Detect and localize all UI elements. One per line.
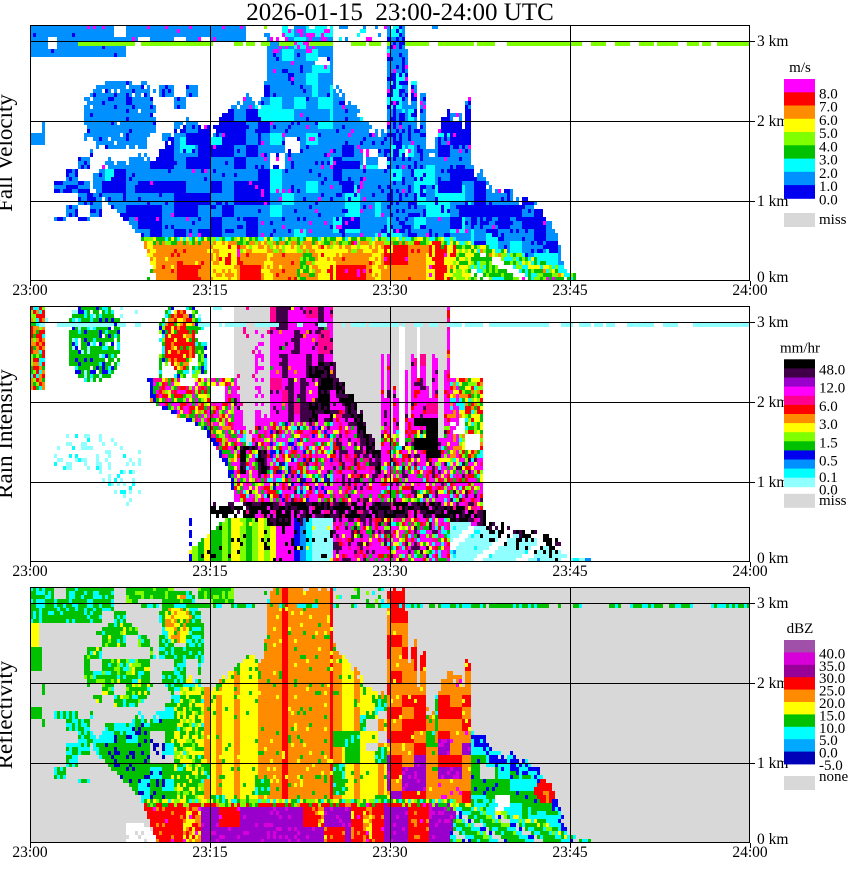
svg-text:20.0: 20.0 [819, 696, 845, 712]
svg-text:24:00: 24:00 [732, 563, 768, 580]
svg-text:23:00: 23:00 [12, 282, 48, 299]
svg-text:1.0: 1.0 [819, 179, 838, 195]
svg-text:23:00: 23:00 [12, 563, 48, 580]
svg-text:23:45: 23:45 [552, 563, 588, 580]
svg-text:23:30: 23:30 [372, 844, 408, 861]
svg-text:3 km: 3 km [757, 314, 788, 331]
svg-text:24:00: 24:00 [732, 844, 768, 861]
svg-text:3.0: 3.0 [819, 417, 838, 433]
svg-text:0 km: 0 km [757, 269, 788, 286]
svg-text:2.0: 2.0 [819, 166, 838, 182]
svg-text:dBZ: dBZ [787, 621, 814, 637]
svg-text:23:30: 23:30 [372, 563, 408, 580]
svg-text:Rain Intensity: Rain Intensity [0, 369, 17, 499]
svg-text:6.0: 6.0 [819, 399, 838, 415]
svg-text:2 km: 2 km [757, 394, 788, 411]
svg-text:Reflectivity: Reflectivity [0, 660, 17, 769]
svg-text:0.0: 0.0 [819, 483, 838, 499]
svg-text:23:15: 23:15 [192, 844, 228, 861]
svg-text:35.0: 35.0 [819, 659, 845, 675]
svg-text:0 km: 0 km [757, 831, 788, 848]
svg-text:10.0: 10.0 [819, 721, 845, 737]
svg-text:8.0: 8.0 [819, 86, 838, 102]
svg-text:mm/hr: mm/hr [780, 340, 820, 356]
svg-text:0.1: 0.1 [819, 470, 838, 486]
svg-text:15.0: 15.0 [819, 708, 845, 724]
svg-text:3 km: 3 km [757, 595, 788, 612]
svg-text:1 km: 1 km [757, 193, 788, 210]
svg-text:2 km: 2 km [757, 675, 788, 692]
svg-text:3 km: 3 km [757, 33, 788, 50]
svg-text:30.0: 30.0 [819, 671, 845, 687]
svg-text:2026-01-15 23:00-24:00 UTC: 2026-01-15 23:00-24:00 UTC [246, 0, 554, 26]
svg-text:m/s: m/s [789, 60, 811, 76]
svg-text:23:00: 23:00 [12, 844, 48, 861]
svg-text:1 km: 1 km [757, 755, 788, 772]
svg-text:23:45: 23:45 [552, 282, 588, 299]
svg-text:4.0: 4.0 [819, 139, 838, 155]
svg-text:48.0: 48.0 [819, 362, 845, 378]
svg-text:40.0: 40.0 [819, 646, 845, 662]
svg-text:0.5: 0.5 [819, 454, 838, 470]
svg-text:0.0: 0.0 [819, 746, 838, 762]
svg-text:23:30: 23:30 [372, 282, 408, 299]
svg-text:3.0: 3.0 [819, 153, 838, 169]
svg-text:0 km: 0 km [757, 550, 788, 567]
svg-text:miss: miss [819, 493, 847, 509]
svg-text:12.0: 12.0 [819, 381, 845, 397]
svg-text:23:15: 23:15 [192, 282, 228, 299]
svg-text:24:00: 24:00 [732, 282, 768, 299]
svg-text:-5.0: -5.0 [819, 758, 843, 774]
svg-text:none: none [819, 769, 849, 785]
svg-text:5.0: 5.0 [819, 733, 838, 749]
svg-text:miss: miss [819, 212, 847, 228]
svg-text:1.5: 1.5 [819, 435, 838, 451]
svg-text:23:45: 23:45 [552, 844, 588, 861]
svg-text:1 km: 1 km [757, 474, 788, 491]
svg-text:Fall Velocity: Fall Velocity [0, 94, 17, 212]
svg-text:23:15: 23:15 [192, 563, 228, 580]
svg-text:7.0: 7.0 [819, 100, 838, 116]
svg-text:2 km: 2 km [757, 113, 788, 130]
svg-text:6.0: 6.0 [819, 113, 838, 129]
svg-text:5.0: 5.0 [819, 126, 838, 142]
svg-text:25.0: 25.0 [819, 684, 845, 700]
svg-text:0.0: 0.0 [819, 192, 838, 208]
